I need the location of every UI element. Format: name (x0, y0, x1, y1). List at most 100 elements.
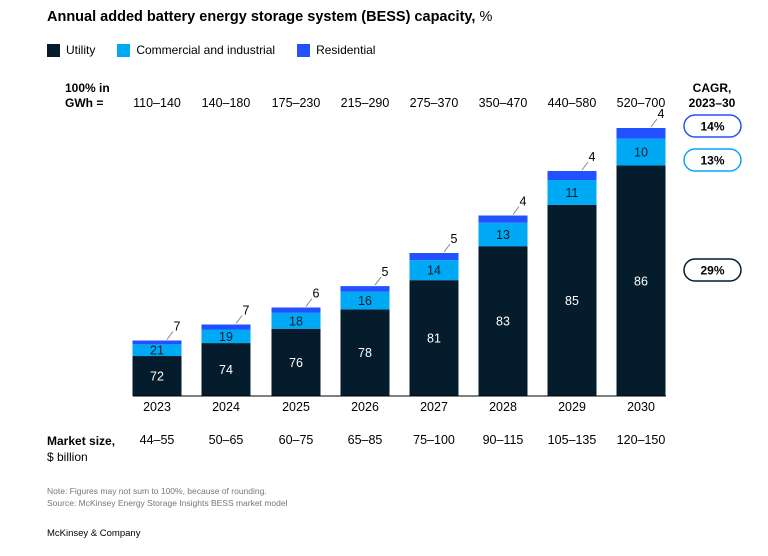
bar-label-utility-2026: 78 (358, 346, 372, 360)
cagr-header-line1: CAGR, (692, 81, 732, 95)
bar-label-utility-2027: 81 (427, 332, 441, 346)
gwh-header: 100% in GWh = (65, 81, 110, 111)
market-size-2029: 105–135 (547, 433, 597, 447)
bar-label-utility-2023: 72 (150, 370, 164, 384)
legend-item-residential: Residential (297, 43, 375, 57)
market-size-label-line1: Market size, (47, 434, 116, 448)
bar-label-commercial-2023: 21 (150, 344, 164, 358)
chart-title: Annual added battery energy storage syst… (47, 9, 492, 25)
cagr-value-residential: 14% (700, 120, 724, 134)
bar-label-commercial-2024: 19 (219, 330, 233, 344)
leader-line-residential-2029 (581, 161, 589, 171)
bar-residential-2026 (340, 286, 390, 292)
market-size-2023: 44–55 (139, 433, 175, 447)
legend-item-commercial: Commercial and industrial (117, 43, 275, 57)
bar-label-utility-2029: 85 (565, 294, 579, 308)
leader-line-residential-2026 (374, 276, 382, 286)
legend-swatch-residential (297, 43, 311, 57)
bar-commercial-2029 (547, 180, 597, 205)
bar-commercial-2030 (616, 138, 666, 166)
bar-residential-2027 (409, 253, 459, 261)
leader-line-residential-2027 (443, 243, 451, 253)
bess-stacked-bar-chart: 72 21 7 2023 74 19 7 2024 76 18 6 2025 78 16 5 2026 81 14… (132, 107, 742, 414)
market-size-2026: 65–85 (347, 433, 383, 447)
gwh-range-2028: 350–470 (478, 96, 528, 110)
gwh-range-2025: 175–230 (271, 96, 321, 110)
gwh-header-line1: 100% in (65, 81, 110, 95)
bar-commercial-2027 (409, 260, 459, 281)
bar-residential-2025 (271, 307, 321, 313)
legend-label-commercial: Commercial and industrial (136, 43, 276, 57)
bar-commercial-2028 (478, 222, 528, 247)
bar-utility-2029 (547, 204, 597, 396)
gwh-range-2026: 215–290 (340, 96, 390, 110)
bar-residential-2029 (547, 171, 597, 180)
cagr-value-commercial: 13% (700, 154, 724, 168)
leader-line-residential-2024 (235, 315, 243, 324)
cagr-pill-residential (683, 114, 742, 138)
bar-label-residential-2025: 6 (313, 287, 320, 301)
legend-swatch-utility (47, 43, 60, 57)
leader-line-residential-2025 (305, 298, 313, 307)
bar-commercial-2025 (271, 312, 321, 329)
bar-label-commercial-2029: 11 (566, 186, 579, 200)
market-size-2030: 120–150 (616, 433, 666, 447)
leader-line-residential-2023 (166, 331, 174, 340)
cagr-value-utility: 29% (700, 264, 724, 278)
bar-label-residential-2027: 5 (451, 232, 458, 246)
market-size-2025: 60–75 (278, 433, 314, 447)
legend-item-utility: Utility (47, 43, 95, 57)
bar-label-commercial-2025: 18 (289, 314, 303, 328)
gwh-range-2023: 110–140 (133, 96, 181, 110)
note-text: Note: Figures may not sum to 100%, becau… (47, 486, 267, 496)
bar-commercial-2026 (340, 291, 390, 310)
bar-commercial-2023 (132, 344, 182, 357)
x-tick-label-2029: 2029 (558, 400, 586, 414)
bar-label-commercial-2030: 10 (634, 146, 648, 160)
x-tick-label-2024: 2024 (212, 400, 240, 414)
bar-label-residential-2023: 7 (174, 320, 181, 334)
cagr-header: CAGR, 2023–30 (681, 81, 743, 111)
legend-swatch-commercial (117, 43, 131, 57)
chart-title-unit: % (479, 9, 493, 25)
gwh-header-line2: GWh = (65, 96, 104, 110)
bar-utility-2024 (201, 343, 251, 396)
x-tick-label-2028: 2028 (489, 400, 517, 414)
bar-label-residential-2028: 4 (520, 195, 527, 209)
source-text: Source: McKinsey Energy Storage Insights… (47, 498, 288, 508)
legend-label-utility: Utility (66, 43, 96, 57)
bar-commercial-2024 (201, 329, 251, 344)
market-size-2027: 75–100 (413, 433, 455, 447)
bar-residential-2030 (616, 128, 666, 139)
bar-utility-2025 (271, 328, 321, 396)
bar-label-commercial-2027: 14 (427, 264, 441, 278)
bar-residential-2024 (201, 324, 251, 330)
bar-label-residential-2030: 4 (658, 107, 665, 121)
bar-label-commercial-2026: 16 (358, 294, 372, 308)
bar-label-utility-2025: 76 (289, 356, 303, 370)
bar-utility-2030 (616, 165, 666, 396)
legend-label-residential: Residential (316, 43, 376, 57)
gwh-range-2030: 520–700 (616, 96, 666, 110)
legend: Utility Commercial and industrial Reside… (47, 43, 397, 57)
x-tick-label-2026: 2026 (351, 400, 379, 414)
bar-label-residential-2024: 7 (243, 304, 250, 318)
market-size-2028: 90–115 (482, 433, 524, 447)
bar-label-commercial-2028: 13 (496, 228, 510, 242)
bar-residential-2028 (478, 215, 528, 223)
x-tick-label-2027: 2027 (420, 400, 448, 414)
gwh-range-2029: 440–580 (547, 96, 597, 110)
market-size-2024: 50–65 (208, 433, 244, 447)
market-size-label-line2: $ billion (47, 450, 88, 464)
bar-label-utility-2024: 74 (219, 363, 233, 377)
bar-utility-2023 (132, 356, 182, 396)
x-tick-label-2030: 2030 (627, 400, 655, 414)
cagr-pill-commercial (683, 148, 742, 172)
leader-line-residential-2030 (650, 118, 658, 128)
chart-title-text: Annual added battery energy storage syst… (47, 9, 476, 25)
x-tick-label-2025: 2025 (282, 400, 310, 414)
bar-utility-2027 (409, 280, 459, 396)
market-size-label: Market size, $ billion (47, 433, 115, 465)
bar-label-residential-2026: 5 (382, 265, 389, 279)
leader-line-residential-2028 (512, 206, 520, 215)
